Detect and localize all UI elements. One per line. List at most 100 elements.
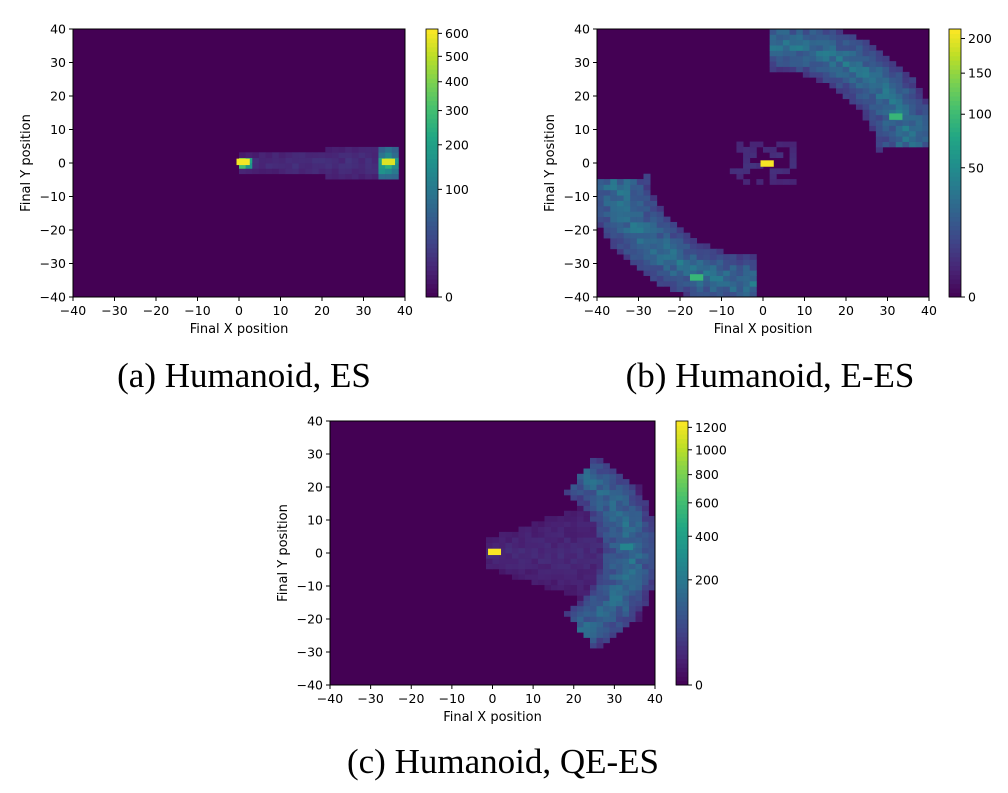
heatmap-cell [656,221,664,228]
y-tick-label: 20 [50,89,66,104]
colorbar-segment [949,247,961,253]
heatmap-cell [345,146,353,153]
heatmap-cell [769,146,777,153]
heatmap-cell [882,114,890,121]
heatmap-cell [596,637,604,644]
heatmap-cell [590,547,597,554]
heatmap-cell [822,55,830,62]
heatmap-cell [499,558,506,564]
heatmap-cell [789,66,797,73]
heatmap-cell [583,621,591,628]
heatmap-cell [683,291,691,298]
heatmap-cell [622,616,630,623]
heatmap-cell [258,152,266,159]
heatmap-cells [236,146,399,180]
heatmap-cell [862,55,870,62]
heatmap-cell [643,189,651,196]
colorbar-segment [426,104,438,110]
heatmap-cell [603,626,610,633]
heatmap-cell [643,248,651,255]
heatmap-cell [650,216,658,223]
colorbar-segment [426,118,438,124]
heatmap-cell [862,87,870,94]
heatmap-cell [636,238,644,244]
heatmap-cell [915,141,923,148]
heatmap-cell [285,157,293,164]
heatmap-cell [763,146,771,153]
heatmap-cell [538,558,545,564]
heatmap-cell [716,248,724,255]
colorbar-segment [949,29,961,34]
heatmap-cell [855,61,863,67]
heatmap-cell [630,189,638,196]
heatmap-cell [650,211,658,217]
heatmap-cell [590,494,597,501]
colorbar-tick-label: 400 [445,74,469,89]
heatmap-cell [849,82,857,89]
heatmap-cell [610,200,618,207]
heatmap-cell [716,286,724,293]
heatmap-cell [729,270,737,276]
heatmap-cell [842,66,850,73]
heatmap-cell [512,568,519,575]
colorbar-segment [676,570,688,576]
heatmap-cell [564,510,571,517]
heatmap-cell [829,34,837,41]
heatmap-cell [643,173,651,180]
heatmap-cell [663,259,671,266]
heatmap-cell [583,584,591,591]
heatmap-cell [650,243,658,250]
heatmap-cell [486,542,493,549]
colorbar-segment [676,579,688,585]
colorbar-segment [426,279,438,285]
heatmap-cell [564,521,571,527]
heatmap-cell [531,542,539,549]
heatmap-cell [656,205,664,212]
heatmap-cell [802,61,810,67]
heatmap-cell [635,563,643,570]
colorbar-segment [426,60,438,66]
x-tick-label: −40 [584,303,610,318]
heatmap-cell [338,173,346,180]
heatmap-cell [557,579,565,586]
x-tick-label: 30 [880,303,896,318]
heatmap-cell [836,34,844,41]
heatmap-cell [809,45,817,51]
heatmap-cell [635,531,643,538]
x-tick-label: −30 [357,691,383,706]
heatmap-cell [610,238,618,244]
heatmap-cell [623,205,631,212]
heatmap-cell [609,589,617,596]
colorbar-segment [426,127,438,133]
heatmap-cell [802,34,810,41]
heatmap-cell [583,595,591,601]
heatmap-cell [596,526,604,533]
heatmap-cell [743,163,751,169]
heatmap-cell [822,66,830,73]
heatmap-cell [915,120,923,126]
heatmap-cell [635,537,643,543]
heatmap-cell [544,574,552,580]
heatmap-cell [683,243,691,250]
heatmap-cell [512,574,519,580]
heatmap-cell [583,611,591,617]
heatmap-cell [629,574,636,580]
heatmap-cell [635,484,643,491]
heatmap-cell [689,248,697,255]
colorbar-segment [676,649,688,655]
heatmap-cell [642,531,649,538]
heatmap-cell [743,286,751,293]
heatmap-cell [596,584,604,591]
heatmap-cell [564,516,571,522]
heatmap-cell [676,227,684,234]
y-tick-label: 40 [307,414,323,429]
heatmap-cell [642,521,649,527]
y-tick-label: 0 [58,156,66,171]
heatmap-cell [623,221,631,228]
heatmap-cell [590,510,597,517]
heatmap-cell [557,516,565,522]
heatmap-cell [557,584,565,591]
heatmap-cell [544,568,552,575]
colorbar-segment [426,73,438,79]
colorbar-segment [426,207,438,213]
